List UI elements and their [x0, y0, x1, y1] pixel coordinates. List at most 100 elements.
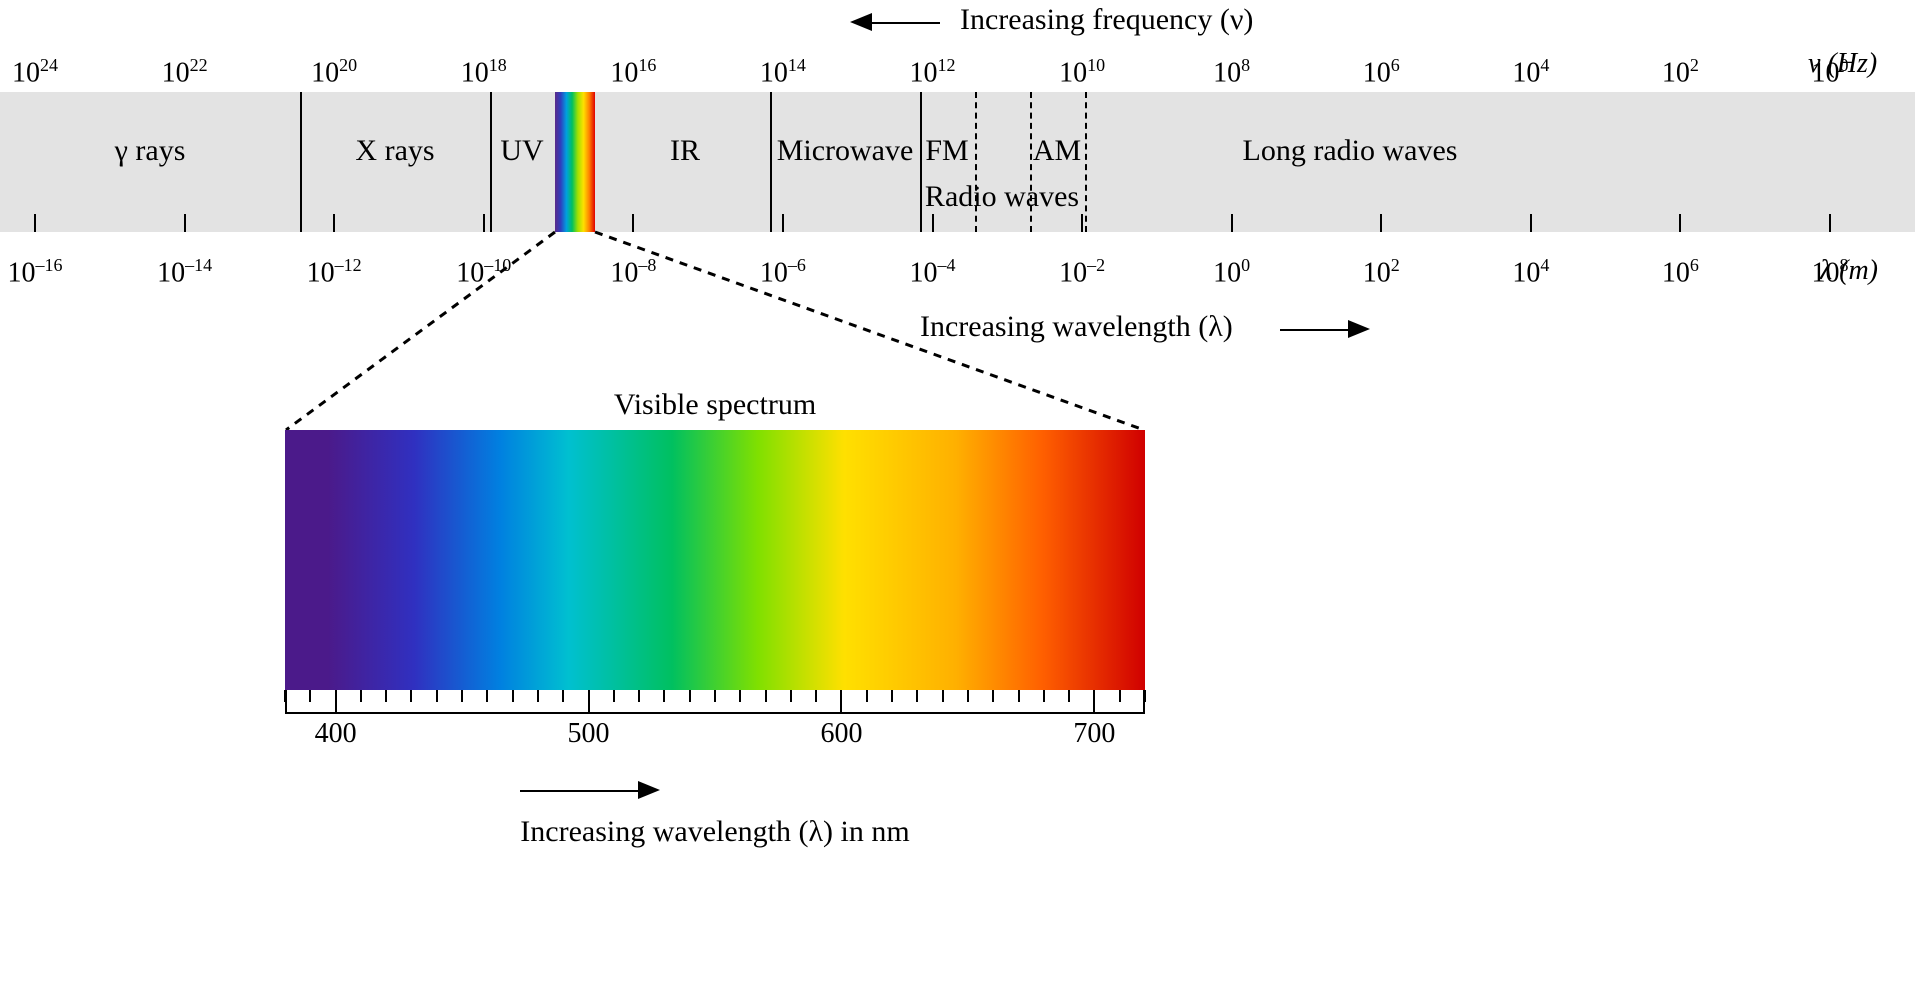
wave-arrow-line	[1280, 329, 1350, 331]
wave-tick-mark	[782, 214, 784, 232]
freq-tick-label: 1018	[461, 55, 507, 89]
band-divider-dashed	[1085, 92, 1087, 232]
wave-tick-label: 104	[1512, 255, 1549, 289]
visible-minor-tick	[1018, 690, 1020, 702]
freq-tick-label: 1016	[610, 55, 656, 89]
wave-tick-mark	[333, 214, 335, 232]
wave-tick-mark	[184, 214, 186, 232]
wave-arrow-head	[1348, 320, 1370, 338]
band-label: IR	[670, 134, 700, 168]
freq-tick-label: 108	[1213, 55, 1250, 89]
visible-tick-label: 500	[568, 718, 610, 750]
wave-arrow-label: Increasing wavelength (λ)	[920, 310, 1233, 344]
band-label: Long radio waves	[1243, 134, 1458, 168]
em-spectrum-diagram: Increasing frequency (ν) 102410221020101…	[0, 0, 1915, 987]
wave-tick-label: 10–4	[910, 255, 956, 289]
freq-tick-label: 1012	[910, 55, 956, 89]
visible-major-tick	[840, 690, 842, 712]
freq-arrow-label: Increasing frequency (ν)	[960, 3, 1253, 37]
band-divider	[920, 92, 922, 232]
freq-axis-unit: ν (Hz)	[1808, 48, 1877, 80]
band-divider	[770, 92, 772, 232]
wave-tick-label: 10–8	[610, 255, 656, 289]
freq-tick-label: 102	[1662, 55, 1699, 89]
visible-spectrum-bar	[285, 430, 1145, 690]
visible-minor-tick	[638, 690, 640, 702]
visible-tick-label: 400	[315, 718, 357, 750]
visible-major-tick	[588, 690, 590, 712]
wave-tick-mark	[632, 214, 634, 232]
visible-minor-tick	[916, 690, 918, 702]
radio-waves-sublabel: Radio waves	[925, 180, 1079, 214]
visible-minor-tick	[1068, 690, 1070, 702]
band-divider	[300, 92, 302, 232]
visible-tick-label: 600	[820, 718, 862, 750]
visible-minor-tick	[1043, 690, 1045, 702]
visible-minor-tick	[765, 690, 767, 702]
visible-minor-tick	[942, 690, 944, 702]
visible-spectrum-title: Visible spectrum	[614, 388, 816, 422]
freq-tick-label: 104	[1512, 55, 1549, 89]
visible-minor-tick	[663, 690, 665, 702]
visible-light-strip	[555, 92, 595, 232]
wave-tick-label: 10–10	[456, 255, 511, 289]
visible-minor-tick	[410, 690, 412, 702]
visible-minor-tick	[992, 690, 994, 702]
visible-minor-tick	[815, 690, 817, 702]
band-label: X rays	[355, 134, 434, 168]
visible-minor-tick	[689, 690, 691, 702]
wave-tick-mark	[1081, 214, 1083, 232]
visible-minor-tick	[739, 690, 741, 702]
wave-tick-label: 106	[1662, 255, 1699, 289]
visible-minor-tick	[1119, 690, 1121, 702]
wave-tick-label: 102	[1363, 255, 1400, 289]
visible-major-tick	[335, 690, 337, 712]
band-label: γ rays	[115, 134, 186, 168]
visible-major-tick	[1093, 690, 1095, 712]
visible-minor-tick	[436, 690, 438, 702]
wave-tick-mark	[34, 214, 36, 232]
freq-tick-label: 1014	[760, 55, 806, 89]
visible-minor-tick	[512, 690, 514, 702]
wave-tick-mark	[1829, 214, 1831, 232]
freq-tick-label: 106	[1363, 55, 1400, 89]
wave-tick-mark	[1380, 214, 1382, 232]
wave-tick-label: 100	[1213, 255, 1250, 289]
visible-minor-tick	[891, 690, 893, 702]
wave-tick-mark	[1231, 214, 1233, 232]
visible-axis-arrow-line	[520, 790, 640, 792]
wave-tick-label: 10–2	[1059, 255, 1105, 289]
wave-tick-label: 10–14	[157, 255, 212, 289]
freq-tick-label: 1022	[162, 55, 208, 89]
visible-minor-tick	[967, 690, 969, 702]
wave-tick-mark	[1679, 214, 1681, 232]
freq-arrow-head	[850, 13, 872, 31]
freq-tick-label: 1010	[1059, 55, 1105, 89]
freq-arrow-line	[870, 22, 940, 24]
visible-minor-tick	[284, 690, 286, 702]
visible-minor-tick	[714, 690, 716, 702]
wave-tick-label: 10–16	[8, 255, 63, 289]
visible-minor-tick	[1144, 690, 1146, 702]
visible-minor-tick	[486, 690, 488, 702]
wave-tick-label: 10–6	[760, 255, 806, 289]
band-label: UV	[500, 134, 543, 168]
band-divider	[490, 92, 492, 232]
wave-axis-unit: λ (m)	[1820, 255, 1878, 287]
visible-minor-tick	[790, 690, 792, 702]
visible-tick-label: 700	[1073, 718, 1115, 750]
visible-minor-tick	[385, 690, 387, 702]
wave-tick-mark	[1530, 214, 1532, 232]
visible-minor-tick	[309, 690, 311, 702]
visible-minor-tick	[461, 690, 463, 702]
wave-tick-mark	[932, 214, 934, 232]
visible-axis-label: Increasing wavelength (λ) in nm	[520, 815, 909, 849]
visible-minor-tick	[360, 690, 362, 702]
visible-minor-tick	[866, 690, 868, 702]
visible-minor-tick	[537, 690, 539, 702]
wave-tick-mark	[483, 214, 485, 232]
band-label: FM	[925, 134, 968, 168]
visible-minor-tick	[613, 690, 615, 702]
freq-tick-label: 1024	[12, 55, 58, 89]
visible-minor-tick	[562, 690, 564, 702]
